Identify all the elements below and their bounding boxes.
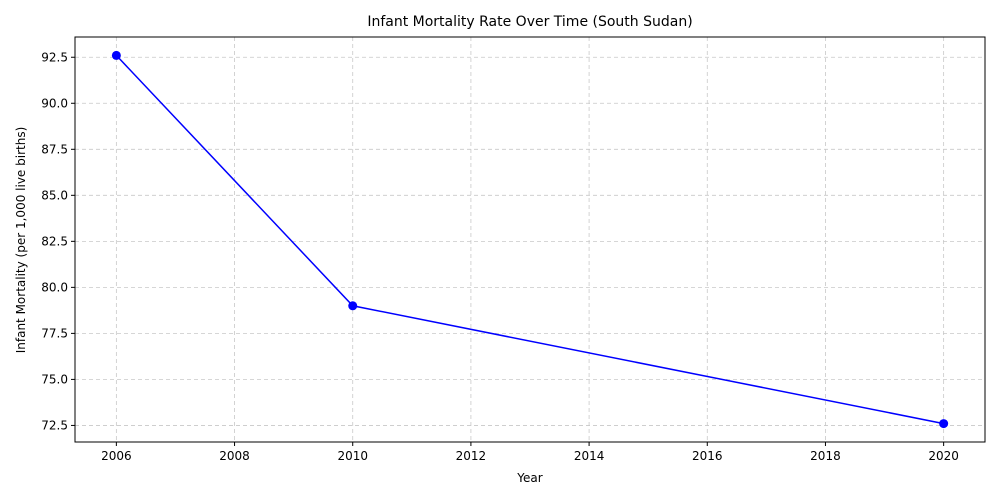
x-tick-label: 2020 [928,449,959,463]
grid-lines [75,37,985,442]
chart-title: Infant Mortality Rate Over Time (South S… [367,14,692,30]
series [111,50,949,429]
y-tick-label: 75.0 [41,372,68,386]
x-tick-label: 2008 [219,449,250,463]
y-tick-label: 92.5 [41,50,68,64]
data-point [348,301,358,311]
y-tick-label: 90.0 [41,96,68,110]
x-tick-label: 2006 [101,449,132,463]
x-tick-label: 2012 [456,449,487,463]
y-tick-label: 85.0 [41,188,68,202]
series-line [115,54,944,425]
axes: 2006 2008 2010 2012 2014 2016 2018 2020 72.5 75.0… [41,36,986,463]
plot-frame [74,36,986,443]
y-tick-label: 72.5 [41,418,68,432]
y-axis-title: Infant Mortality (per 1,000 live births) [14,127,28,354]
x-axis-title: Year [516,471,542,485]
y-tick-label: 82.5 [41,234,68,248]
data-point [939,419,949,429]
x-tick-label: 2010 [337,449,368,463]
x-tick-label: 2018 [810,449,841,463]
y-tick-label: 80.0 [41,280,68,294]
y-tick-label: 87.5 [41,142,68,156]
y-tick-label: 77.5 [41,326,68,340]
x-tick-label: 2014 [574,449,605,463]
data-point [111,50,121,60]
x-tick-label: 2016 [692,449,723,463]
